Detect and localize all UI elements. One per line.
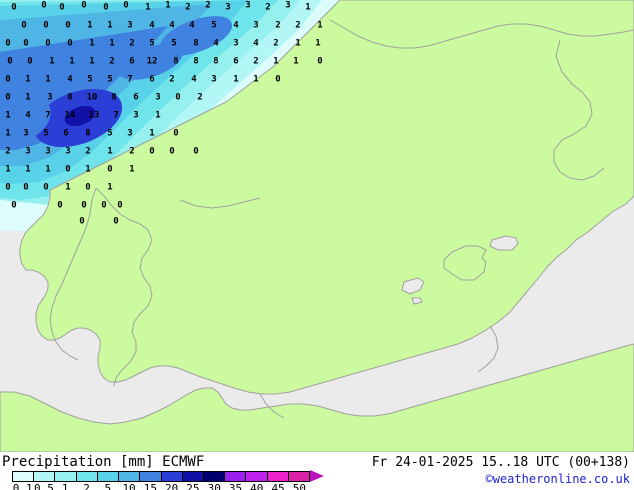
color-swatch-3: [76, 472, 98, 481]
color-scale-tick-30: 30: [207, 482, 221, 490]
color-swatch-6: [140, 472, 162, 481]
forecast-timestamp: Fr 24-01-2025 15..18 UTC (00+138): [371, 455, 630, 470]
color-swatch-5: [119, 472, 141, 481]
color-swatch-1: [34, 472, 56, 481]
map-footer: Precipitation [mm] ECMWF 0.1 0.5 1 2 5 10 15 20…: [0, 452, 634, 490]
color-scale-tick-20: 20: [165, 482, 179, 490]
color-swatch-10: [225, 472, 247, 481]
island-ibiza: [401, 277, 425, 295]
border-internal-central: [179, 197, 261, 209]
color-scale-tick-15: 15: [143, 482, 157, 490]
color-scale-overflow-arrow: [310, 470, 324, 482]
color-scale-bar: [12, 471, 310, 482]
color-scale-tick-0.5: 0.5: [33, 482, 54, 490]
border-portugal-spain: [95, 187, 153, 387]
island-menorca: [489, 235, 519, 251]
border-internal-southeast: [477, 325, 499, 373]
landmass-group: [0, 0, 634, 452]
color-scale-tick-45: 45: [271, 482, 285, 490]
color-scale-tick-1: 1: [61, 482, 69, 490]
north-africa: [0, 343, 634, 452]
color-swatch-11: [246, 472, 268, 481]
color-swatch-13: [288, 472, 310, 481]
color-swatch-8: [182, 472, 204, 481]
color-swatch-12: [267, 472, 289, 481]
coastline: [49, 187, 97, 361]
color-swatch-0: [13, 472, 35, 481]
map-canvas: [0, 0, 634, 452]
color-scale-tick-0.1: 0.1: [12, 482, 33, 490]
border-internal-north: [553, 39, 605, 181]
border-internal-south: [259, 393, 285, 419]
island-formentera: [411, 297, 423, 305]
island-mallorca: [443, 245, 487, 281]
color-swatch-9: [203, 472, 226, 481]
copyright-notice[interactable]: ©weatheronline.co.uk: [485, 472, 631, 486]
color-scale-tick-2: 2: [83, 482, 90, 490]
color-swatch-7: [161, 472, 183, 481]
legend-title: Precipitation [mm] ECMWF: [2, 454, 205, 470]
color-scale-tick-40: 40: [250, 482, 264, 490]
administrative-borders: [95, 19, 634, 419]
color-scale-tick-25: 25: [186, 482, 200, 490]
iberian-peninsula: [19, 0, 634, 395]
color-scale-tick-10: 10: [122, 482, 136, 490]
color-scale-tick-5: 5: [104, 482, 112, 490]
color-scale-tick-35: 35: [228, 482, 243, 490]
color-scale-ticks: 0.1 0.5 1 2 5 10 15 20 25 30 35 40 45 50: [0, 483, 330, 490]
color-swatch-2: [55, 472, 77, 481]
border-france-spain: [329, 19, 634, 49]
color-swatch-4: [97, 472, 120, 481]
color-scale-tick-50: 50: [292, 482, 306, 490]
